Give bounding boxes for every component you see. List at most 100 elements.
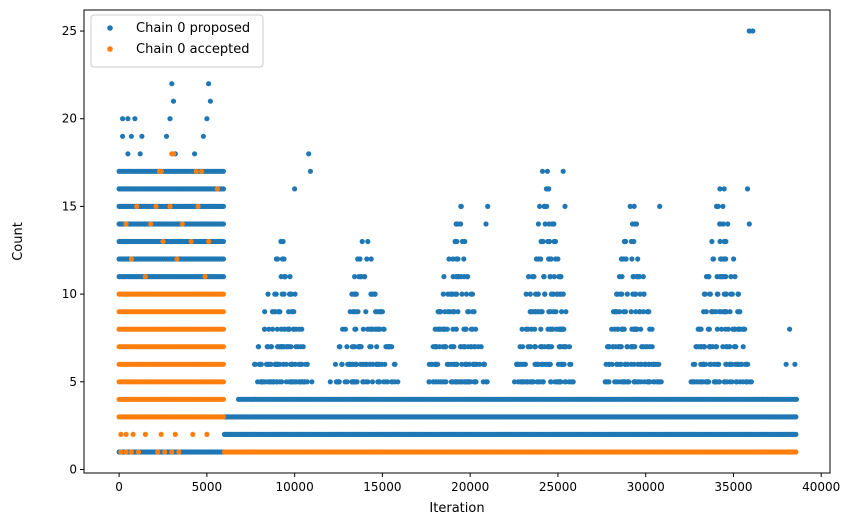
data-point [721,186,727,192]
data-point [548,256,554,262]
data-point [262,309,268,315]
data-point [727,309,733,315]
data-point [632,379,638,385]
data-point [306,151,312,157]
data-point [793,449,799,455]
x-tick-label: 5000 [192,480,223,494]
y-tick-label: 15 [62,199,77,213]
data-point [471,309,477,315]
data-point [176,449,182,455]
data-point [622,309,629,315]
data-point [542,291,548,297]
data-point [360,379,366,385]
data-point [220,274,226,280]
data-point [557,344,564,350]
legend-label: Chain 0 accepted [136,42,250,57]
data-point [540,238,546,245]
data-point [287,274,293,280]
data-point [783,361,789,367]
data-point [148,221,154,227]
data-point [344,344,350,350]
data-point [355,256,361,262]
data-point [462,344,468,350]
data-point [463,291,470,297]
data-point [609,361,615,367]
data-point [707,291,714,297]
data-point [220,238,226,245]
data-point [472,344,478,350]
data-point [429,361,435,367]
data-point [544,168,551,174]
data-point [725,221,731,227]
data-point [478,344,484,350]
data-point [220,361,226,367]
data-point [716,379,722,385]
data-point [179,221,185,227]
data-point [293,379,299,385]
data-point [123,221,129,227]
data-point [633,309,639,315]
data-point [627,203,633,209]
data-point [461,326,467,332]
data-point [546,309,552,315]
data-point [220,291,226,297]
data-point [469,291,476,297]
data-point [279,344,285,350]
data-point [199,168,205,174]
data-point [731,256,737,262]
data-point [613,379,619,385]
y-tick-label: 25 [62,24,77,38]
data-point [560,291,566,297]
data-point [617,344,623,350]
data-point [451,309,457,315]
data-point [139,133,145,139]
data-point [451,361,457,367]
data-point [728,274,734,280]
x-tick-label: 25000 [539,480,577,494]
data-point [359,238,365,245]
data-point [275,361,281,367]
data-point [638,379,644,385]
data-point [732,274,738,280]
data-point [619,274,625,280]
y-tick-label: 5 [69,375,77,389]
data-point [369,379,376,385]
data-point [727,344,733,350]
data-point [718,256,724,262]
data-point [521,361,527,367]
data-point [731,344,738,350]
data-point [638,326,644,332]
data-point [551,221,557,227]
data-point [647,344,653,350]
data-point [271,379,277,385]
data-point [523,291,529,297]
data-point [483,379,489,385]
data-point [722,326,729,332]
data-point [743,379,749,385]
data-point [524,326,531,332]
data-point [206,81,212,87]
data-point [272,309,278,315]
data-point [715,203,721,209]
data-point [614,291,621,297]
data-point [689,379,696,385]
data-point [714,361,720,367]
data-point [283,361,289,367]
data-point [285,344,291,350]
data-point [459,291,465,297]
data-point [267,379,273,385]
data-point [448,379,454,385]
data-point [632,291,638,297]
data-point [709,238,715,245]
data-point [220,379,226,385]
data-point [172,431,178,437]
data-point [283,379,289,385]
data-point [123,449,129,455]
data-point [567,361,573,367]
data-point [292,186,298,192]
data-point [631,361,637,367]
y-tick-label: 20 [62,112,77,126]
data-point [272,291,278,297]
data-point [373,326,379,332]
data-point [729,361,735,367]
